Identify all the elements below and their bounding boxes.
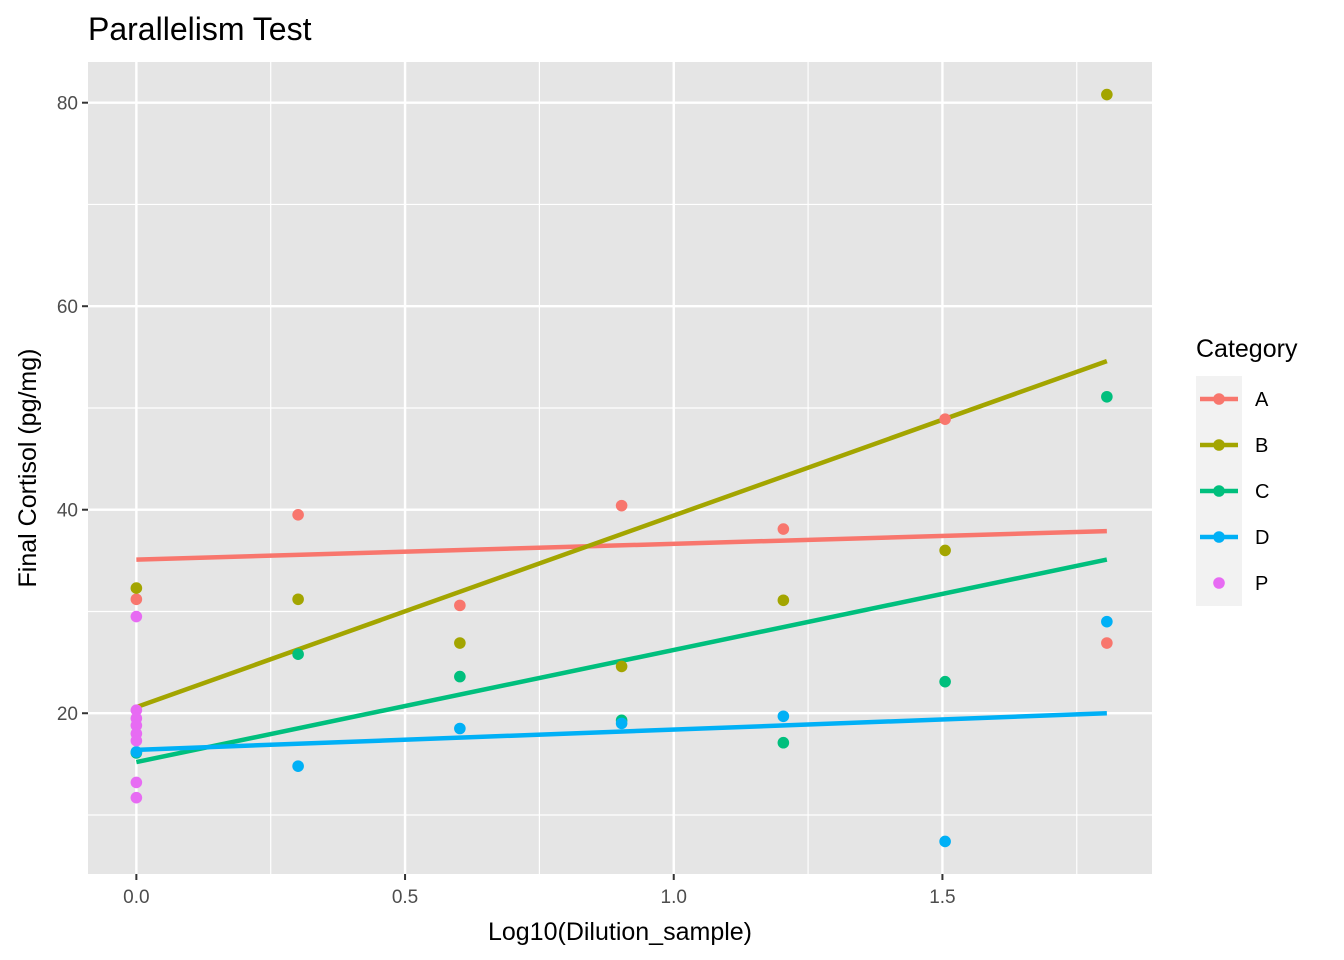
point-a bbox=[615, 499, 628, 512]
x-tick-label: 1.0 bbox=[661, 887, 687, 908]
x-tick-label: 1.5 bbox=[929, 887, 955, 908]
x-tick-label: 0.0 bbox=[123, 887, 149, 908]
point-d bbox=[939, 835, 951, 848]
fit-line-a bbox=[136, 528, 1107, 562]
legend-point-b bbox=[1213, 439, 1225, 451]
point-a bbox=[1101, 637, 1113, 649]
legend-label-p: P bbox=[1255, 573, 1268, 595]
x-axis-title: Log10(Dilution_sample) bbox=[488, 918, 752, 946]
point-d bbox=[130, 746, 143, 758]
x-axis-ticks: 0.0 0.5 1.0 1.5 bbox=[123, 874, 956, 908]
legend-label-a: A bbox=[1255, 389, 1269, 411]
point-b bbox=[939, 544, 951, 557]
point-c bbox=[454, 670, 466, 683]
legend-label-b: B bbox=[1255, 435, 1268, 457]
legend-title: Category bbox=[1196, 335, 1298, 363]
point-b bbox=[130, 582, 143, 594]
point-d bbox=[454, 722, 466, 735]
minor-gridlines bbox=[88, 62, 1152, 874]
y-tick-label: 40 bbox=[57, 501, 78, 522]
point-p bbox=[130, 704, 143, 716]
point-a bbox=[454, 599, 466, 612]
point-p bbox=[130, 734, 143, 747]
point-c bbox=[939, 675, 951, 688]
y-tick-label: 20 bbox=[57, 704, 78, 725]
point-p bbox=[130, 719, 143, 732]
point-c bbox=[1101, 390, 1113, 403]
point-b bbox=[1101, 88, 1113, 101]
point-c bbox=[777, 736, 790, 749]
fit-line-d bbox=[136, 710, 1107, 753]
point-a bbox=[939, 413, 951, 425]
point-a bbox=[777, 523, 790, 535]
y-tick-label: 80 bbox=[57, 94, 78, 115]
point-a bbox=[130, 593, 143, 606]
y-axis-ticks: 20 40 60 80 bbox=[57, 94, 88, 725]
legend-label-d: D bbox=[1255, 527, 1269, 549]
y-axis-title: Final Cortisol (pg/mg) bbox=[14, 349, 42, 588]
legend-point-c bbox=[1213, 485, 1225, 497]
point-a bbox=[292, 509, 304, 521]
point-d bbox=[777, 710, 790, 723]
point-p bbox=[130, 610, 143, 623]
point-b bbox=[292, 593, 304, 606]
point-c bbox=[292, 648, 304, 661]
x-tick-label: 0.5 bbox=[392, 887, 418, 908]
point-d bbox=[1101, 615, 1113, 628]
legend: Category A B C D P bbox=[1196, 335, 1298, 606]
point-p bbox=[130, 776, 143, 789]
point-d bbox=[292, 760, 304, 772]
point-p bbox=[130, 791, 143, 804]
legend-point-a bbox=[1213, 393, 1225, 405]
point-b bbox=[777, 594, 790, 607]
legend-point-d bbox=[1213, 531, 1225, 543]
legend-point-p bbox=[1213, 577, 1225, 589]
chart-title: Parallelism Test bbox=[88, 11, 312, 47]
legend-label-c: C bbox=[1255, 481, 1269, 503]
point-d bbox=[615, 717, 628, 730]
y-tick-label: 60 bbox=[57, 297, 78, 318]
point-b bbox=[454, 637, 466, 649]
point-b bbox=[615, 660, 628, 673]
data-points bbox=[130, 88, 1113, 848]
plot-panel bbox=[88, 62, 1152, 874]
